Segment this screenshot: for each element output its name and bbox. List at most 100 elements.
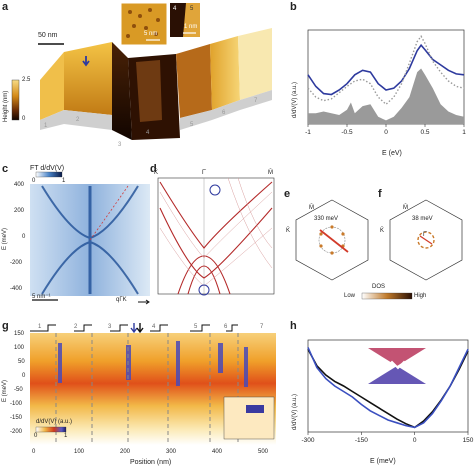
step-label-7: 7 — [254, 98, 258, 104]
e-m-label: M̄ — [309, 205, 314, 211]
step-label-4: 4 — [146, 130, 150, 136]
e-energy: 330 meV — [314, 216, 339, 222]
d-m-label: M̄ — [268, 170, 273, 176]
scale-inset1-label: 5 nm — [144, 31, 158, 37]
ft-cbar-min: 0 — [32, 178, 36, 184]
g-cbar-label: d/dV(V) (a.u.) — [36, 419, 73, 425]
g-xtick-100: 100 — [74, 449, 85, 455]
panel-letter-b: b — [290, 1, 297, 13]
g-ytick-50: 50 — [18, 359, 25, 365]
dos-low: Low — [344, 293, 356, 299]
g-cbar-min: 0 — [34, 433, 38, 439]
g-step-4: 4 — [152, 324, 156, 330]
panel-letter-d: d — [150, 163, 157, 175]
panel-letter-c: c — [2, 163, 9, 175]
arrow-right-icon — [145, 299, 150, 305]
step-label-5: 5 — [190, 122, 194, 128]
g-xtick-500: 500 — [258, 449, 269, 455]
x-tick-label: -1 — [305, 129, 311, 136]
scale-main-label: 50 nm — [38, 32, 58, 39]
g-xtick-400: 400 — [212, 449, 223, 455]
dos-title: DOS — [372, 284, 386, 290]
f-m-label: M̄ — [403, 205, 408, 211]
g-xtick-0: 0 — [32, 449, 36, 455]
scale-inset2-label: 1 nm — [184, 24, 198, 30]
spectral-inset — [223, 396, 275, 440]
g-ylabel: E (meV) — [2, 379, 8, 402]
dos-high: High — [414, 293, 427, 299]
step-profile — [30, 323, 238, 334]
inset-step-4: 4 — [173, 6, 177, 12]
inset-atomic-1 — [120, 2, 168, 46]
step-label-6: 6 — [222, 110, 226, 116]
chart-b-xlabel: E (eV) — [382, 150, 402, 157]
x-tick-label: -0.5 — [341, 129, 353, 136]
g-ytick-150: 150 — [14, 331, 25, 337]
band-structure — [157, 177, 275, 296]
g-step-2: 2 — [74, 324, 78, 330]
c-ytick-m200: -200 — [10, 260, 23, 266]
terrace-2 — [64, 42, 112, 115]
series-2-area — [308, 68, 464, 124]
inset-step-5: 5 — [190, 6, 194, 12]
x-tick-label: -300 — [301, 437, 314, 444]
dirac-cone-inset — [368, 348, 426, 384]
panel-letter-a: a — [2, 1, 9, 13]
chart-h-ylabel: d/dV(V) (a.u.) — [292, 393, 298, 430]
g-ytick-m50: -50 — [14, 387, 23, 393]
g-xtick-300: 300 — [166, 449, 177, 455]
c-ylabel: E (meV) — [2, 227, 8, 250]
cbar-top-label: 2.5 — [22, 77, 31, 83]
g-cbar-max: 1 — [64, 433, 68, 439]
terrace-7 — [238, 28, 272, 100]
series-1-line — [307, 35, 465, 106]
g-step-6: 6 — [224, 324, 228, 330]
constant-energy-map-e — [295, 199, 369, 281]
g-ytick-m100: -100 — [10, 401, 23, 407]
d-k-label: K̄ — [154, 170, 159, 176]
topography-3d — [11, 2, 272, 140]
step-label-2: 2 — [76, 117, 80, 123]
g-ytick-100: 100 — [14, 345, 25, 351]
step-label-3: 3 — [118, 142, 122, 148]
arrow-down-icon — [82, 56, 90, 67]
g-step-1: 1 — [38, 324, 42, 330]
height-colorbar — [11, 79, 20, 121]
f-energy: 38 meV — [412, 216, 433, 222]
ft-map — [30, 171, 150, 305]
panel-letter-g: g — [2, 320, 9, 332]
terrace-6 — [210, 36, 240, 110]
x-tick-label: 0 — [384, 129, 388, 136]
g-ytick-m200: -200 — [10, 429, 23, 435]
plot-frame — [307, 339, 469, 433]
f-gamma-label: Γ̄ — [423, 232, 427, 238]
series-0-line — [307, 43, 465, 96]
x-tick-label: 1 — [462, 129, 466, 136]
spectral-colorbar — [35, 426, 67, 433]
x-tick-label: -150 — [355, 437, 368, 444]
g-ytick-0: 0 — [22, 373, 26, 379]
c-ytick-0: 0 — [22, 234, 26, 240]
spectral-map — [30, 333, 276, 445]
g-xtick-200: 200 — [120, 449, 131, 455]
d-gamma-label: Γ̄ — [202, 170, 206, 176]
x-tick-label: 0.5 — [420, 129, 429, 136]
chart-h: -300 -150 0 150 — [301, 339, 474, 444]
cbar-bottom-label: 0 — [22, 116, 26, 122]
chart-b: -1 -0.5 0 0.5 1 — [305, 29, 466, 136]
g-step-3: 3 — [108, 324, 112, 330]
step-label-1: 1 — [44, 123, 48, 129]
ft-cbar-max: 1 — [62, 178, 66, 184]
series-1-line — [307, 347, 469, 429]
chart-b-ylabel: d/dV(V) (a.u.) — [292, 81, 298, 118]
g-step-7: 7 — [260, 324, 264, 330]
c-ytick-400: 400 — [14, 182, 25, 188]
terrace-3 — [112, 42, 132, 140]
chart-h-xlabel: E (meV) — [370, 458, 396, 465]
arrow-down-icon — [136, 323, 144, 334]
x-tick-label: 0 — [413, 437, 417, 444]
g-step-5: 5 — [194, 324, 198, 330]
c-scale: 5 nm⁻¹ — [32, 294, 51, 300]
cbar-title: Height (nm) — [3, 90, 9, 122]
c-ytick-m400: -400 — [10, 286, 23, 292]
